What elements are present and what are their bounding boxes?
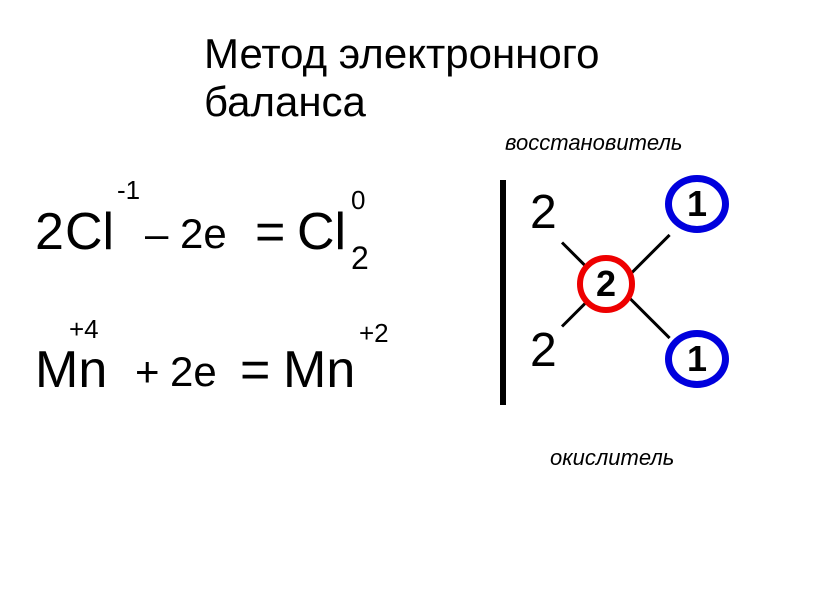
eq2-equals: = xyxy=(240,340,270,400)
balance-electrons-bot: 2 xyxy=(530,323,557,378)
equations-area: 2 Cl -1 – 2e = Cl 0 2 Mn +4 + 2e = Mn +2 xyxy=(35,170,515,428)
eq1-el2: Cl xyxy=(297,202,346,262)
eq1-el1: Cl xyxy=(65,202,114,262)
eq1-op: – xyxy=(145,210,168,258)
eq2-op: + xyxy=(135,348,160,396)
eq2-charge1: +4 xyxy=(69,314,99,345)
eq1-sub: 2 xyxy=(351,240,369,277)
page-title: Метод электронного баланса xyxy=(204,30,612,126)
eq1-equals: = xyxy=(255,202,285,262)
oxidizer-label: окислитель xyxy=(550,445,674,471)
balance-diagram: 2 2 2 1 1 xyxy=(520,165,770,425)
reducer-label: восстановитель xyxy=(505,130,682,156)
connector-line xyxy=(629,234,671,276)
eq1-charge2: 0 xyxy=(351,185,365,216)
equation-row-1: 2 Cl -1 – 2e = Cl 0 2 xyxy=(35,170,515,290)
eq2-el1: Mn xyxy=(35,340,107,400)
connector-line xyxy=(629,297,671,339)
eq1-coef: 2 xyxy=(35,202,64,262)
lcm-circle: 2 xyxy=(577,255,635,313)
coefficient-circle-top: 1 xyxy=(665,175,729,233)
eq1-charge1: -1 xyxy=(117,175,140,206)
eq2-charge2: +2 xyxy=(359,318,389,349)
coefficient-circle-bot: 1 xyxy=(665,330,729,388)
eq1-electrons: 2e xyxy=(180,210,227,258)
eq2-electrons: 2e xyxy=(170,348,217,396)
balance-electrons-top: 2 xyxy=(530,185,557,240)
vertical-divider xyxy=(500,180,506,405)
equation-row-2: Mn +4 + 2e = Mn +2 xyxy=(35,308,515,428)
eq2-el2: Mn xyxy=(283,340,355,400)
